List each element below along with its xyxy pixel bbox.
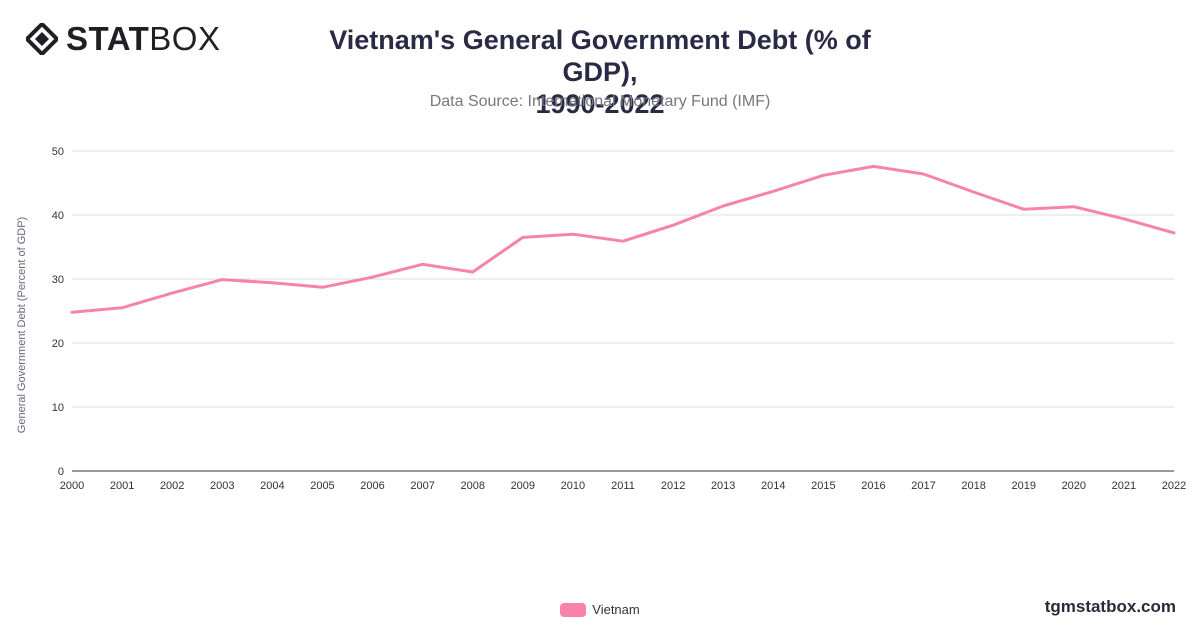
x-tick-label: 2013	[711, 480, 735, 492]
chart-title-line-2: 1990-2022	[535, 89, 665, 119]
x-tick-label: 2014	[761, 480, 785, 492]
x-tick-label: 2007	[410, 480, 434, 492]
y-tick-label: 30	[52, 274, 64, 286]
x-tick-label: 2008	[460, 480, 484, 492]
series-line-vietnam	[70, 164, 1176, 314]
x-tick-label: 2021	[1112, 480, 1136, 492]
x-tick-label: 2017	[911, 480, 935, 492]
legend-label-vietnam[interactable]: Vietnam	[592, 602, 640, 617]
y-tick-label: 50	[52, 146, 64, 158]
logo-wordmark: STATBOX	[66, 22, 220, 55]
x-tick-label: 2002	[160, 480, 184, 492]
y-tick-label: 20	[52, 338, 64, 350]
x-tick-label: 2015	[811, 480, 835, 492]
x-tick-label: 2006	[360, 480, 384, 492]
watermark: tgmstatbox.com	[1044, 597, 1176, 616]
chart-title: Vietnam's General Government Debt (% of …	[300, 24, 900, 120]
x-tick-label: 2004	[260, 480, 284, 492]
x-tick-label: 2018	[961, 480, 985, 492]
x-tick-label: 2016	[861, 480, 885, 492]
x-tick-label: 2022	[1162, 480, 1186, 492]
x-tick-label: 2001	[110, 480, 134, 492]
x-tick-label: 2012	[661, 480, 685, 492]
y-tick-label: 0	[58, 466, 64, 478]
statbox-logo: STATBOX	[26, 22, 220, 55]
y-tick-label: 10	[52, 402, 64, 414]
logo-text-stat: STAT	[66, 20, 150, 57]
diamond-logo-icon	[26, 22, 58, 55]
x-tick-label: 2020	[1062, 480, 1086, 492]
x-tick-label: 2019	[1011, 480, 1035, 492]
chart-subtitle: Data Source: International Monetary Fund…	[429, 93, 771, 110]
chart-title-line-1: Vietnam's General Government Debt (% of …	[329, 25, 871, 87]
chart-legend: Vietnam	[0, 602, 1200, 617]
x-tick-label: 2000	[60, 480, 84, 492]
y-axis-label: General Government Debt (Percent of GDP)	[16, 217, 28, 433]
x-tick-label: 2010	[561, 480, 585, 492]
x-tick-label: 2009	[511, 480, 535, 492]
legend-swatch-vietnam[interactable]	[560, 602, 587, 617]
y-tick-label: 40	[52, 210, 64, 222]
x-tick-label: 2003	[210, 480, 234, 492]
logo-text-box: BOX	[149, 20, 221, 57]
x-tick-label: 2011	[611, 480, 635, 492]
x-tick-label: 2005	[310, 480, 334, 492]
